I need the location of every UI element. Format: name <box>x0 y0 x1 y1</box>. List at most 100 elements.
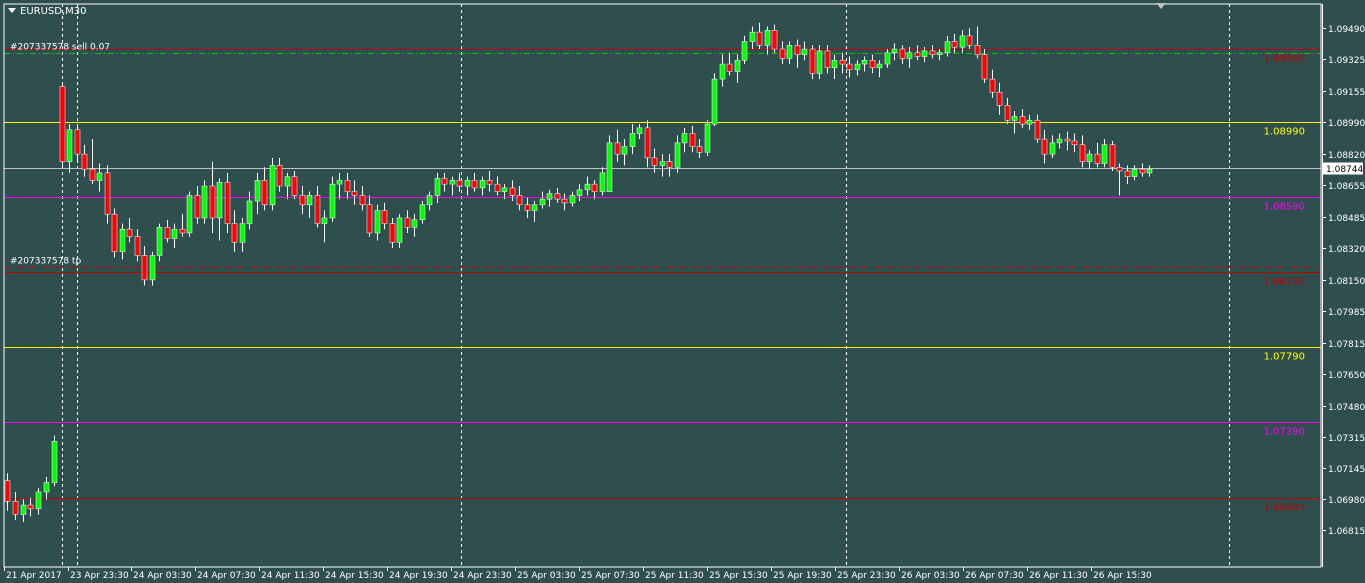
candle <box>291 171 298 200</box>
bear-candle-body <box>1064 138 1071 142</box>
bull-candle-body <box>734 60 741 72</box>
candle <box>561 193 568 211</box>
time-tick-label: 25 Apr 23:30 <box>837 571 896 581</box>
candle <box>726 52 733 76</box>
bull-candle-body <box>674 142 681 168</box>
candle <box>906 47 913 68</box>
bear-candle-body <box>1071 140 1078 146</box>
candle <box>449 176 456 196</box>
bull-candle-body <box>764 30 771 46</box>
candle <box>1041 129 1048 164</box>
bull-candle-body <box>284 176 291 187</box>
candle <box>1071 133 1078 153</box>
bull-candle-body <box>43 482 50 493</box>
bear-candle-body <box>809 48 816 74</box>
price-tick-label: 1.08150 <box>1328 277 1365 287</box>
candle <box>876 60 883 78</box>
bear-candle-body <box>344 180 351 192</box>
candle <box>704 120 711 157</box>
level-label: 1.08190 <box>1264 277 1305 288</box>
bear-candle-body <box>614 142 621 155</box>
time-tick-label: 26 Apr 07:30 <box>965 571 1024 581</box>
candle <box>12 491 19 521</box>
bull-candle-body <box>636 127 643 134</box>
candle <box>486 171 493 192</box>
bear-candle-body <box>141 255 148 281</box>
bull-candle-body <box>119 228 126 252</box>
candle <box>959 30 966 53</box>
triangle-down-icon[interactable] <box>8 8 16 13</box>
candle <box>246 191 253 230</box>
candle <box>884 49 891 68</box>
candle <box>711 73 718 126</box>
bear-candle-body <box>231 223 238 243</box>
bear-candle-body <box>134 236 141 256</box>
bull-candle-body <box>959 35 966 48</box>
candle <box>824 45 831 74</box>
candle <box>1064 131 1071 151</box>
candle <box>831 54 838 80</box>
bear-candle-body <box>111 213 118 252</box>
bull-candle-body <box>704 123 711 153</box>
bear-candle-body <box>914 52 921 57</box>
candle <box>261 167 268 211</box>
bull-candle-body <box>741 41 748 61</box>
candlesticks <box>4 22 1153 522</box>
bear-candle-body <box>74 129 81 155</box>
level-lines[interactable]: 1.09380 1.08990 1.08590 1.08190 1.07790 1.073… <box>4 49 1321 514</box>
candle <box>149 251 156 286</box>
bull-candle-body <box>66 129 73 162</box>
candle <box>20 499 27 522</box>
candle <box>674 135 681 173</box>
bull-candle-body <box>239 223 246 243</box>
bear-candle-body <box>869 60 876 69</box>
candle <box>681 127 688 153</box>
bull-candle-body <box>884 52 891 65</box>
bear-candle-body <box>471 180 478 189</box>
bear-candle-body <box>989 78 996 93</box>
bear-candle-body <box>1004 105 1011 121</box>
bear-candle-body <box>351 191 358 196</box>
bull-candle-body <box>1056 138 1063 144</box>
bull-candle-body <box>1011 116 1018 121</box>
bull-candle-body <box>449 180 456 185</box>
candle <box>614 129 621 162</box>
current-price-label: 1.08744 <box>1326 165 1363 175</box>
session-separators <box>62 4 1230 567</box>
candle <box>801 41 808 61</box>
bull-candle-body <box>539 198 546 206</box>
candle <box>156 223 163 262</box>
candle <box>224 172 231 233</box>
bull-candle-body <box>1146 168 1153 174</box>
symbol-title: EURUSD,M30 <box>20 6 86 17</box>
time-tick-label: 23 Apr 23:30 <box>70 571 129 581</box>
bull-candle-body <box>944 41 951 54</box>
candle <box>1109 140 1116 172</box>
bull-candle-body <box>531 204 538 211</box>
bull-candle-body <box>786 45 793 59</box>
candle <box>231 210 238 252</box>
bear-candle-body <box>126 228 133 237</box>
bull-candle-body <box>411 219 418 228</box>
bull-candle-body <box>681 133 688 144</box>
scroll-marker-icon[interactable] <box>1156 3 1166 9</box>
price-tick-label: 1.06815 <box>1328 527 1365 537</box>
candle <box>1124 165 1131 185</box>
candle <box>861 56 868 72</box>
bear-candle-body <box>899 48 906 59</box>
candle <box>359 186 366 211</box>
time-tick-label: 24 Apr 03:30 <box>133 571 192 581</box>
bear-candle-body <box>209 185 216 219</box>
bull-candle-body <box>801 48 808 55</box>
candle <box>629 124 636 155</box>
chart-title-bar[interactable]: EURUSD,M30 <box>8 6 86 17</box>
bull-candle-body <box>374 210 381 234</box>
bull-candle-body <box>186 195 193 234</box>
candle <box>779 41 786 65</box>
bear-candle-body <box>381 210 388 224</box>
candle <box>1026 114 1033 130</box>
bear-candle-body <box>756 31 763 46</box>
candle <box>35 488 42 515</box>
price-tick-label: 1.07650 <box>1328 371 1365 381</box>
